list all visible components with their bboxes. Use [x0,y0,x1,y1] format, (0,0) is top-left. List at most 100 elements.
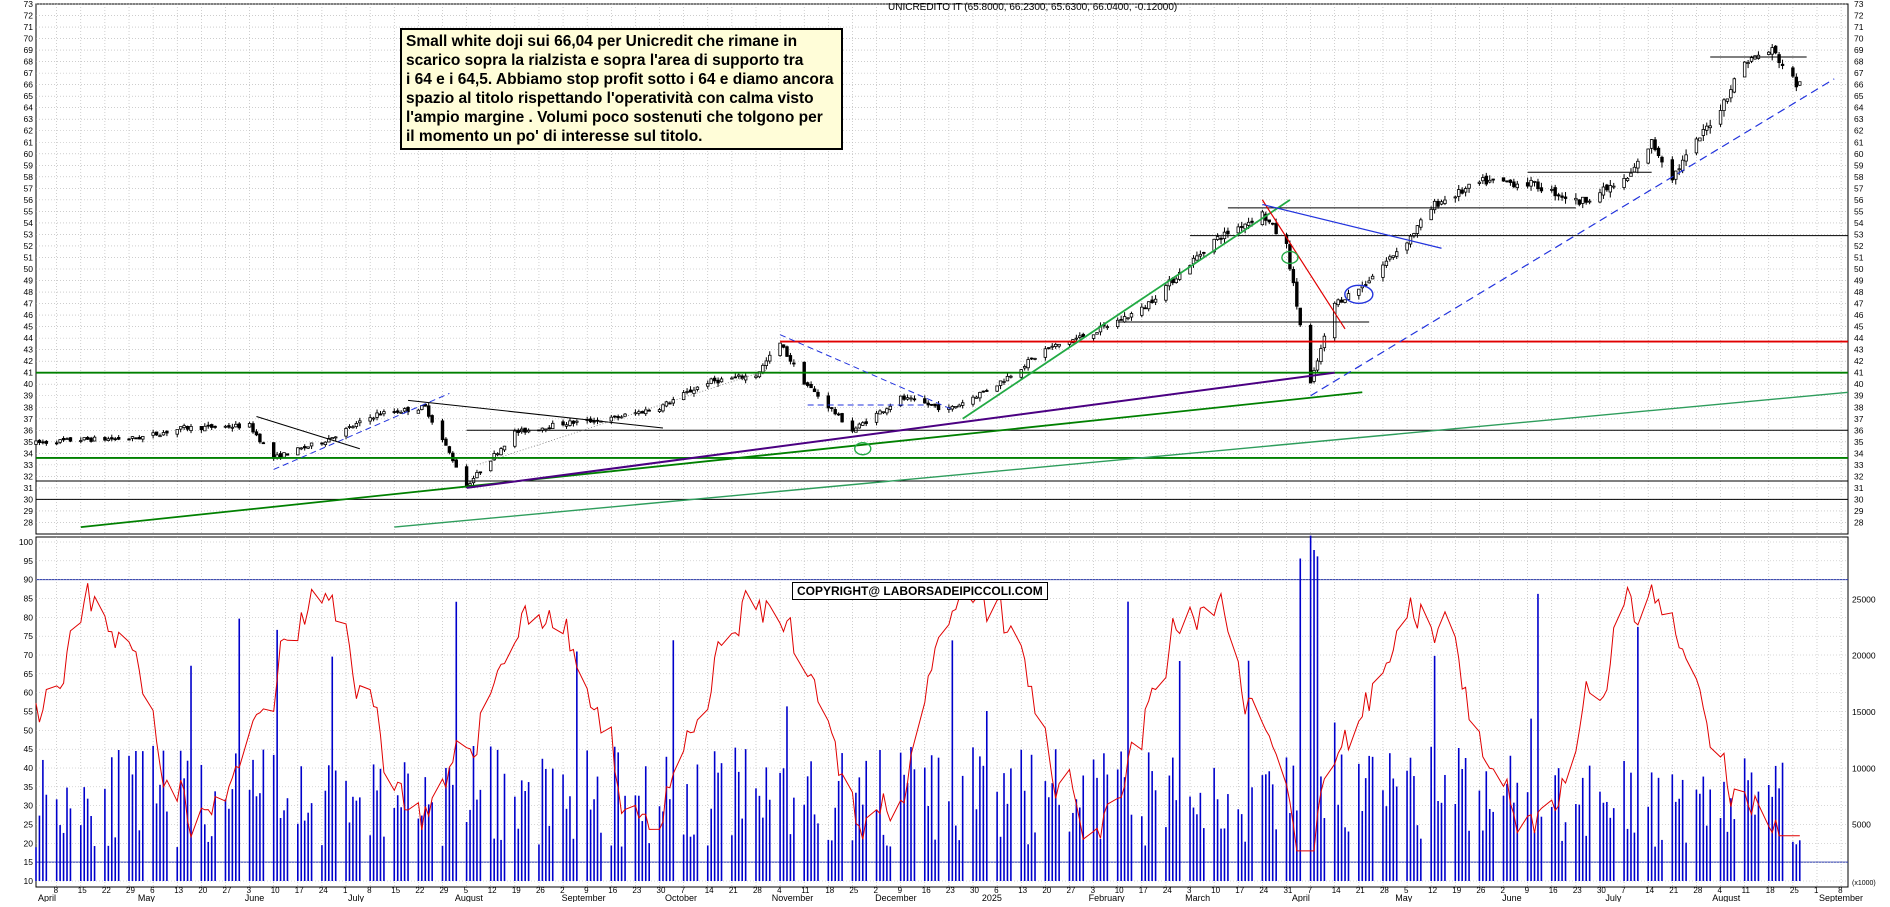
candle-body [609,416,613,422]
candle-body [781,344,786,348]
candle-body [227,425,231,428]
candle-body [1577,199,1582,205]
candle-body [1560,195,1564,198]
candle-body [1674,170,1678,180]
y-tick-label: 64 [24,103,34,113]
candle-body [933,403,937,407]
candle-body [716,379,720,384]
x-tick-label: 26 [1476,886,1485,895]
candle-body [440,420,445,441]
candle-body [909,397,913,400]
candle-body [778,342,782,357]
candle-body [1364,284,1368,286]
candle-body [1698,137,1702,142]
y-tick-label: 61 [1854,137,1864,147]
y-tick-label: 59 [24,160,34,170]
y-tick-label: 63 [1854,114,1864,124]
candle-body [788,355,793,362]
candle-body [1457,189,1461,197]
y-tick-label: 53 [24,229,34,239]
candle-body [1484,175,1488,185]
y-tick-label: 67 [24,68,34,78]
annotation-line: il momento un po' di interesse sul titol… [406,128,703,145]
y-tick-label: 30 [1854,494,1864,504]
candle-body [764,360,769,366]
x-tick-label: 28 [753,886,762,895]
candle-body [334,436,338,439]
candle-body [1656,147,1661,157]
y-tick-label: 45 [1854,322,1864,332]
y-tick-label: 40 [1854,379,1864,389]
candle-body [110,437,114,440]
x-tick-label: 11 [801,886,810,895]
y-tick-label: 59 [1854,160,1864,170]
candle-body [1670,159,1675,181]
candle-body [1105,326,1110,329]
candle-body [1515,183,1519,189]
candle-body [175,429,179,435]
x-tick-label: 17 [295,886,304,895]
candle-body [1009,375,1013,378]
candle-body [68,437,73,442]
candle-body [399,411,403,414]
x-tick-label: 17 [1139,886,1148,895]
candle-body [1267,219,1271,223]
y-tick-label: 39 [24,391,34,401]
candle-body [495,453,500,456]
candle-body [1419,219,1423,228]
trendline-green-steep [962,199,1291,420]
candle-body [1250,220,1254,223]
x-tick-label: 13 [1018,886,1027,895]
candle-body [1708,125,1712,129]
x-tick-label: 3 [1091,886,1096,895]
candle-body [427,405,431,417]
x-tick-label: 4 [1718,886,1723,895]
y-tick-label: 66 [24,80,34,90]
candle-body [475,472,479,479]
x-tick-label: 22 [415,886,424,895]
candle-body [1505,180,1509,183]
candle-body [206,424,210,427]
y-tick-label: 56 [24,195,34,205]
osc-tick-label: 30 [24,801,34,811]
candle-body [1240,226,1244,228]
osc-tick-label: 10 [24,876,34,886]
candle-body [247,423,252,428]
trendline-blue-down [1262,203,1442,249]
y-tick-label: 65 [1854,91,1864,101]
candle-body [1525,182,1530,187]
marker-ellipse [1281,250,1299,265]
candle-body [237,423,241,429]
candle-body [898,395,903,407]
annotation-box: Small white doji sui 66,04 per Unicredit… [400,28,843,150]
y-tick-label: 69 [24,45,34,55]
candle-body [864,421,868,424]
candle-body [1488,179,1492,183]
y-tick-label: 43 [24,345,34,355]
candle-body [261,442,266,445]
x-tick-label: 7 [1308,886,1313,895]
candle-body [1477,181,1482,184]
x-tick-label: 28 [1693,886,1702,895]
candle-body [761,364,765,373]
candle-body [454,459,458,468]
candle-body [1508,179,1513,183]
candle-body [561,421,565,426]
candle-body [1684,154,1688,162]
y-tick-label: 36 [1854,425,1864,435]
candle-body [1053,343,1058,347]
candle-body [1367,280,1371,284]
candle-body [223,425,228,428]
candle-body [954,406,958,409]
candle-body [1236,226,1240,234]
x-tick-label: 11 [1742,886,1751,895]
candle-body [1742,61,1747,78]
y-tick-label: 63 [24,114,34,124]
candle-body [1553,187,1557,197]
candle-body [406,406,410,413]
candle-body [1587,200,1592,203]
candle-body [754,375,758,378]
candle-body [719,378,724,383]
candle-body [44,440,49,444]
